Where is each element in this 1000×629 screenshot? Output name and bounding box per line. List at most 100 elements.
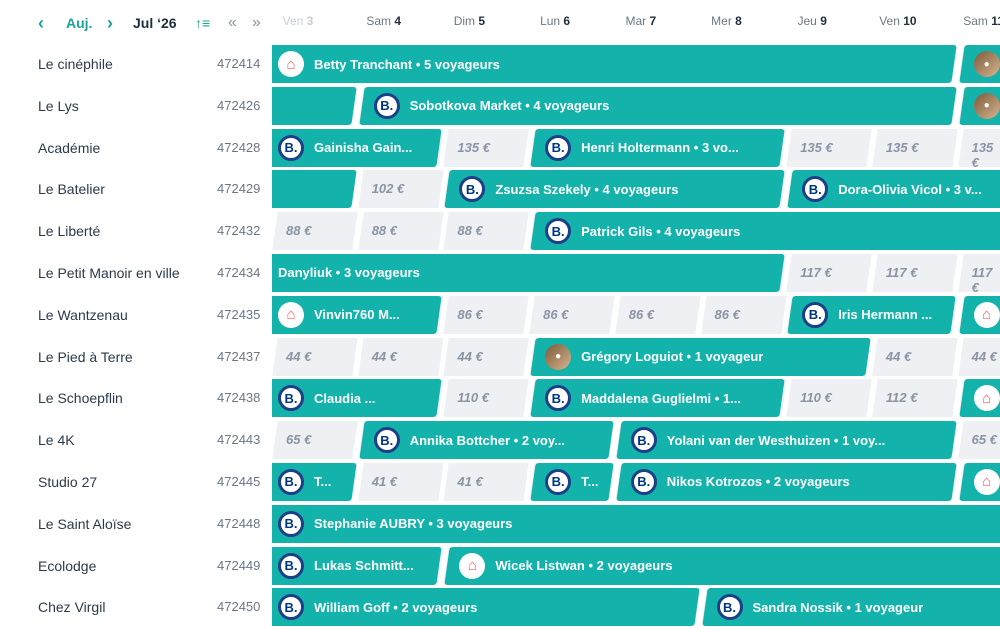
night-price[interactable]: 86 €: [543, 307, 568, 322]
booking-content[interactable]: ●Grégory Loguiot • 1 voyageur: [545, 338, 864, 376]
night-price[interactable]: 117 €: [886, 265, 918, 280]
day-number: 10: [903, 14, 916, 28]
booking-content[interactable]: ⌂: [974, 296, 1000, 334]
night-price[interactable]: 135 €: [457, 140, 490, 155]
night-price[interactable]: 88 €: [286, 223, 311, 238]
booking-content[interactable]: [278, 87, 350, 125]
booking-content[interactable]: B.Claudia ...: [278, 379, 435, 417]
night-price[interactable]: 41 €: [372, 474, 397, 489]
property-name[interactable]: Le Liberté: [38, 223, 100, 239]
booking-content[interactable]: B.Dora-Olivia Vicol • 3 v...: [802, 170, 1000, 208]
booking-guest-label: T...: [314, 474, 331, 489]
property-name[interactable]: Le Lys: [38, 98, 79, 114]
booking-content[interactable]: B. Sandra Nossik • 1 voyageur: [717, 588, 1000, 626]
booking-content[interactable]: B.Stephanie AUBRY • 3 voyageurs: [278, 505, 1000, 543]
property-name[interactable]: Le cinéphile: [38, 56, 113, 72]
month-selector[interactable]: Jul ‘26: [133, 12, 177, 34]
booking-content[interactable]: B.Patrick Gils • 4 voyageurs: [545, 212, 1000, 250]
booking-com-icon: B.: [278, 553, 304, 579]
booking-guest-label: Yolani van der Westhuizen • 1 voy...: [667, 433, 885, 448]
booking-content[interactable]: ⌂ Betty Tranchant • 5 voyageurs: [278, 45, 950, 83]
day-number: 8: [735, 14, 742, 28]
property-name[interactable]: Le Wantzenau: [38, 307, 128, 323]
booking-content[interactable]: B.Lukas Schmitt...: [278, 547, 435, 585]
booking-content[interactable]: Danyliuk • 3 voyageurs: [278, 254, 778, 292]
night-price[interactable]: 44 €: [372, 349, 397, 364]
prev-chevron-icon[interactable]: ‹: [38, 12, 44, 34]
property-name[interactable]: Ecolodge: [38, 558, 96, 574]
night-price[interactable]: 44 €: [457, 349, 482, 364]
booking-content[interactable]: ●: [974, 45, 1000, 83]
today-button[interactable]: Auj.: [66, 12, 92, 34]
night-price[interactable]: 86 €: [715, 307, 740, 322]
night-price[interactable]: 86 €: [457, 307, 482, 322]
booking-com-icon: B.: [717, 594, 743, 620]
night-price[interactable]: 117 €: [800, 265, 832, 280]
booking-lane: 88 € 88 € 88 € B.Patrick Gils • 4 voyageurs: [272, 211, 1000, 253]
night-price[interactable]: 65 €: [972, 432, 997, 447]
booking-content[interactable]: B.Gainisha Gain...: [278, 129, 435, 167]
booking-guest-label: Patrick Gils • 4 voyageurs: [581, 224, 740, 239]
sort-icon[interactable]: ↑≡: [195, 12, 210, 34]
booking-content[interactable]: B.Henri Holtermann • 3 vo...: [545, 129, 778, 167]
night-price[interactable]: 117 €: [972, 265, 1000, 295]
collapse-left-icon[interactable]: «: [228, 12, 237, 34]
night-price[interactable]: 102 €: [372, 181, 405, 196]
booking-content[interactable]: ⌂: [974, 463, 1000, 501]
property-name[interactable]: Le Schoepflin: [38, 390, 123, 406]
night-price[interactable]: 88 €: [457, 223, 482, 238]
night-price[interactable]: 88 €: [372, 223, 397, 238]
property-name[interactable]: Le Batelier: [38, 181, 105, 197]
day-name: Jeu: [798, 14, 821, 28]
booking-guest-label: Sandra Nossik • 1 voyageur: [753, 600, 924, 615]
booking-content[interactable]: B.Sobotkova Market • 4 voyageurs: [374, 87, 950, 125]
booking-content[interactable]: B.Maddalena Guglielmi • 1...: [545, 379, 778, 417]
next-chevron-icon[interactable]: ›: [107, 12, 113, 34]
day-number: 6: [563, 14, 570, 28]
night-price[interactable]: 44 €: [286, 349, 311, 364]
night-price[interactable]: 110 €: [800, 390, 832, 405]
booking-content[interactable]: B.Zsuzsa Szekely • 4 voyageurs: [459, 170, 778, 208]
property-name[interactable]: Le 4K: [38, 432, 75, 448]
booking-com-icon: B.: [631, 427, 657, 453]
booking-content[interactable]: B.Annika Bottcher • 2 voy...: [374, 421, 607, 459]
day-header: Mar 7: [598, 14, 684, 28]
day-name: Sam: [963, 14, 991, 28]
booking-content[interactable]: ⌂Wicek Listwan • 2 voyageurs: [459, 547, 1000, 585]
night-price[interactable]: 44 €: [886, 349, 911, 364]
day-number: 7: [649, 14, 656, 28]
night-price[interactable]: 135 €: [972, 140, 1000, 170]
guest-avatar-icon: ●: [974, 51, 1000, 77]
airbnb-icon: ⌂: [278, 51, 304, 77]
booking-content[interactable]: B.Iris Hermann ...: [802, 296, 949, 334]
booking-content[interactable]: [278, 170, 350, 208]
booking-content[interactable]: B.T...: [545, 463, 607, 501]
night-price[interactable]: 110 €: [457, 390, 489, 405]
night-price[interactable]: 41 €: [457, 474, 482, 489]
property-name[interactable]: Académie: [38, 140, 100, 156]
booking-content[interactable]: B.T...: [278, 463, 350, 501]
property-name[interactable]: Chez Virgil: [38, 599, 105, 615]
booking-content[interactable]: B. Yolani van der Westhuizen • 1 voy...: [631, 421, 950, 459]
property-name[interactable]: Le Pied à Terre: [38, 349, 133, 365]
night-price[interactable]: 86 €: [629, 307, 654, 322]
night-price[interactable]: 44 €: [972, 349, 997, 364]
night-price[interactable]: 135 €: [886, 140, 919, 155]
property-name[interactable]: Studio 27: [38, 474, 97, 490]
night-price[interactable]: 65 €: [286, 432, 311, 447]
property-name[interactable]: Le Saint Aloïse: [38, 516, 131, 532]
booking-content[interactable]: B.Nikos Kotrozos • 2 voyageurs: [631, 463, 950, 501]
night-price[interactable]: 112 €: [886, 390, 918, 405]
day-header: Dim 5: [426, 14, 512, 28]
night-price[interactable]: 135 €: [800, 140, 833, 155]
booking-content[interactable]: ⌂: [974, 379, 1000, 417]
booking-guest-label: Betty Tranchant • 5 voyageurs: [314, 57, 500, 72]
booking-content[interactable]: B.William Goff • 2 voyageurs: [278, 588, 693, 626]
booking-lane: B.Lukas Schmitt... ⌂Wicek Listwan • 2 voy…: [272, 546, 1000, 588]
booking-content[interactable]: ●: [974, 87, 1000, 125]
property-name[interactable]: Le Petit Manoir en ville: [38, 265, 180, 281]
booking-content[interactable]: ⌂Vinvin760 M...: [278, 296, 435, 334]
